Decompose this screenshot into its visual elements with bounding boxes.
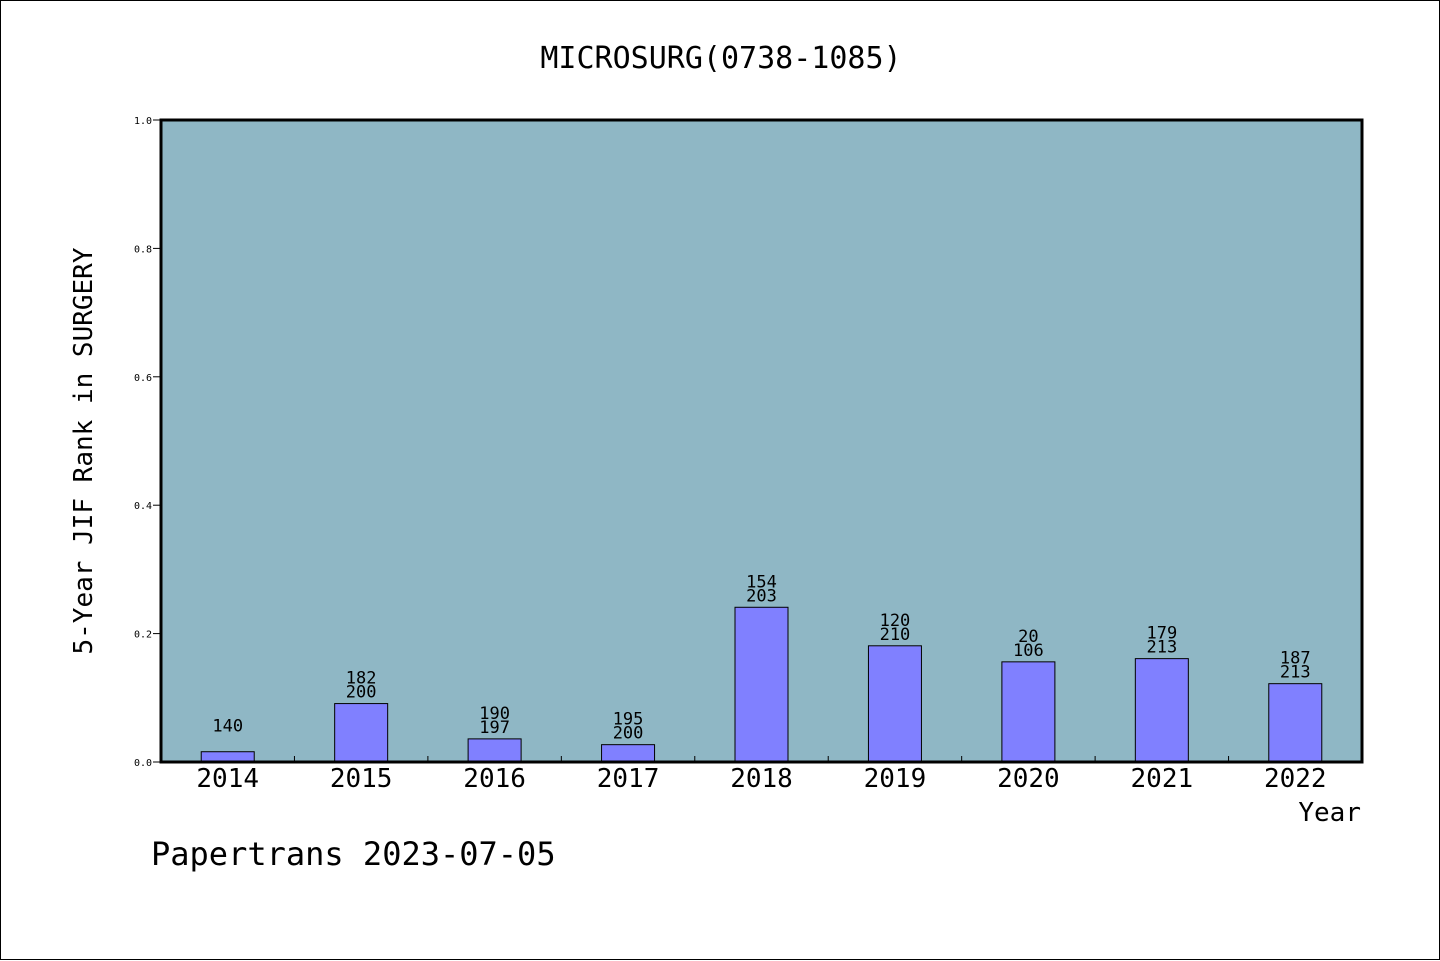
y-tick-label: 0.8 <box>134 244 152 255</box>
bar <box>867 645 922 763</box>
bar-total-label: 213 <box>1146 638 1177 658</box>
bar-total-label: 200 <box>613 724 644 744</box>
bar-total-label: 203 <box>746 586 777 606</box>
x-tick-label: 2020 <box>997 764 1060 794</box>
bar-rank-label: 195 <box>613 710 644 730</box>
bar-rank-label: 20 <box>1018 627 1038 647</box>
y-tick-label: 0.2 <box>134 630 152 641</box>
x-tick-label: 2017 <box>597 764 660 794</box>
bars-layer <box>200 606 1323 763</box>
y-axis: 0.0 0.2 0.4 0.6 0.8 1.0 <box>134 116 161 769</box>
bar <box>1134 658 1189 763</box>
bar <box>1001 661 1056 763</box>
bar-rank-label: 154 <box>746 572 777 592</box>
x-tick-label: 2014 <box>196 764 259 794</box>
bar <box>467 738 522 763</box>
x-tick-label: 2015 <box>330 764 393 794</box>
x-axis: 2014 2015 2016 2017 2018 2019 2020 2021 2022 <box>196 756 1327 794</box>
x-tick-label: 2019 <box>864 764 927 794</box>
bar-total-label: 197 <box>479 718 510 738</box>
bar <box>601 744 656 763</box>
bar-rank-label: 179 <box>1146 624 1177 644</box>
bar-total-label: 210 <box>880 625 911 645</box>
bar-total-label: 106 <box>1013 641 1044 661</box>
bar-total-label: 213 <box>1280 663 1311 683</box>
x-tick-label: 2016 <box>463 764 526 794</box>
bar-rank-label: 182 <box>346 669 377 689</box>
bar-rank-label: 190 <box>479 704 510 724</box>
footer-text: Papertrans 2023-07-05 <box>151 835 556 873</box>
x-tick-label: 2022 <box>1264 764 1327 794</box>
bar <box>200 751 255 763</box>
chart-title: MICROSURG(0738-1085) <box>540 41 901 76</box>
y-tick-label: 0.0 <box>134 758 152 769</box>
bar <box>1268 683 1323 763</box>
bar-rank-label: 187 <box>1280 649 1311 669</box>
bar-rank-label: 120 <box>880 611 911 631</box>
bar-total-label: 200 <box>346 683 377 703</box>
x-tick-label: 2018 <box>730 764 793 794</box>
x-tick-label: 2021 <box>1131 764 1194 794</box>
bar-rank-label: 140 <box>212 717 243 737</box>
bar <box>334 703 389 763</box>
y-tick-label: 1.0 <box>134 116 152 127</box>
y-tick-label: 0.6 <box>134 373 152 384</box>
x-axis-label: Year <box>1298 798 1361 828</box>
plot-frame <box>159 118 1364 764</box>
bar <box>734 606 789 763</box>
y-tick-label: 0.4 <box>134 501 152 512</box>
y-axis-label: 5-Year JIF Rank in SURGERY <box>69 247 99 654</box>
